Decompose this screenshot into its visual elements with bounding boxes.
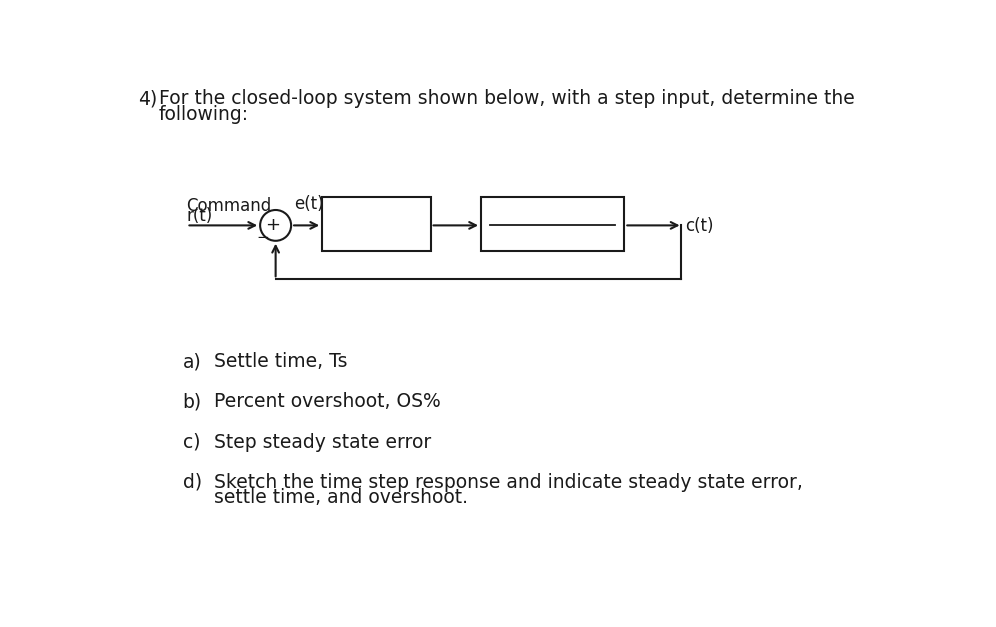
Text: a): a) bbox=[182, 352, 201, 371]
Text: Step steady state error: Step steady state error bbox=[213, 433, 431, 451]
Text: d): d) bbox=[182, 473, 202, 492]
Text: Percent overshoot, OS%: Percent overshoot, OS% bbox=[213, 393, 440, 411]
Text: e(t): e(t) bbox=[294, 195, 324, 213]
Text: For the closed-loop system shown below, with a step input, determine the: For the closed-loop system shown below, … bbox=[158, 89, 855, 108]
Text: 20: 20 bbox=[362, 213, 391, 238]
Text: Sketch the time step response and indicate steady state error,: Sketch the time step response and indica… bbox=[213, 473, 803, 492]
Text: +: + bbox=[265, 216, 280, 234]
Text: c): c) bbox=[182, 433, 200, 451]
Text: s² + 2s + 16: s² + 2s + 16 bbox=[496, 228, 610, 246]
Bar bbox=[481, 197, 624, 251]
Text: Settle time, Ts: Settle time, Ts bbox=[213, 352, 348, 371]
Text: c(t): c(t) bbox=[685, 217, 714, 235]
Text: 1: 1 bbox=[547, 204, 559, 223]
Bar bbox=[322, 197, 430, 251]
Text: −: − bbox=[257, 230, 270, 245]
Text: settle time, and overshoot.: settle time, and overshoot. bbox=[213, 488, 468, 507]
Text: following:: following: bbox=[158, 105, 249, 124]
Text: r(t): r(t) bbox=[186, 208, 213, 225]
Text: Command: Command bbox=[186, 197, 272, 214]
Text: 4): 4) bbox=[138, 89, 157, 108]
Text: b): b) bbox=[182, 393, 202, 411]
